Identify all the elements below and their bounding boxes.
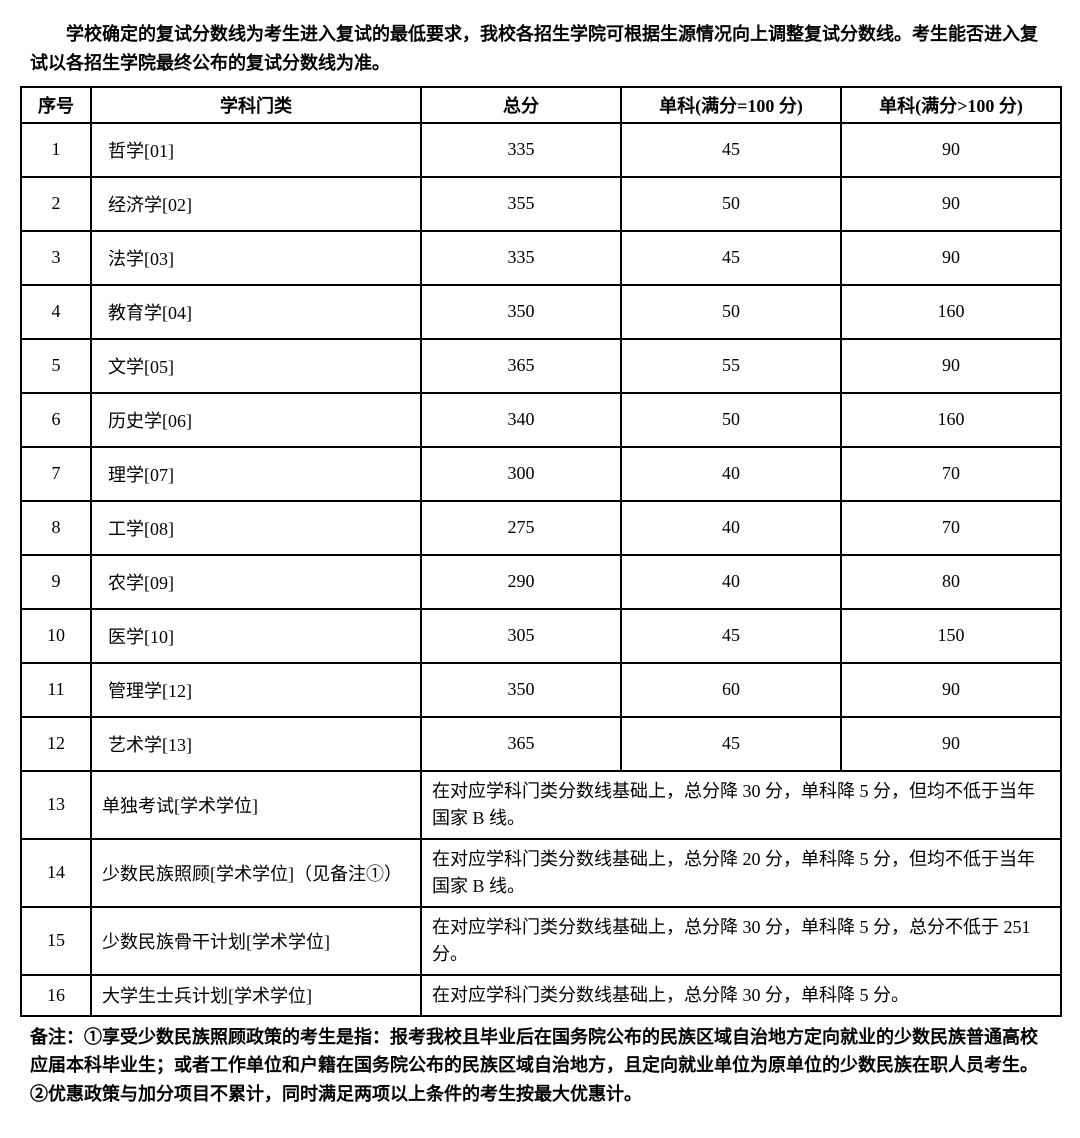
cell-category: 理学[07] xyxy=(91,447,421,501)
cell-seq: 1 xyxy=(21,123,91,177)
cell-total: 350 xyxy=(421,663,621,717)
table-row: 6历史学[06]34050160 xyxy=(21,393,1061,447)
table-row: 7理学[07]3004070 xyxy=(21,447,1061,501)
cell-sub100: 40 xyxy=(621,447,841,501)
cell-sub100: 55 xyxy=(621,339,841,393)
cell-subgt100: 70 xyxy=(841,447,1061,501)
table-header-row: 序号 学科门类 总分 单科(满分=100 分) 单科(满分>100 分) xyxy=(21,87,1061,123)
table-row: 5文学[05]3655590 xyxy=(21,339,1061,393)
col-header-seq: 序号 xyxy=(21,87,91,123)
table-row: 1哲学[01]3354590 xyxy=(21,123,1061,177)
table-row: 9农学[09]2904080 xyxy=(21,555,1061,609)
col-header-sub100: 单科(满分=100 分) xyxy=(621,87,841,123)
cell-category: 医学[10] xyxy=(91,609,421,663)
cell-total: 355 xyxy=(421,177,621,231)
cell-subgt100: 90 xyxy=(841,123,1061,177)
cell-sub100: 45 xyxy=(621,717,841,771)
cell-category: 少数民族骨干计划[学术学位] xyxy=(91,907,421,975)
cell-category: 大学生士兵计划[学术学位] xyxy=(91,975,421,1016)
cell-seq: 16 xyxy=(21,975,91,1016)
cell-seq: 6 xyxy=(21,393,91,447)
cell-seq: 8 xyxy=(21,501,91,555)
cell-seq: 11 xyxy=(21,663,91,717)
cell-category: 少数民族照顾[学术学位]（见备注①） xyxy=(91,839,421,907)
cell-sub100: 45 xyxy=(621,123,841,177)
cell-subgt100: 160 xyxy=(841,285,1061,339)
cell-total: 350 xyxy=(421,285,621,339)
cell-category: 法学[03] xyxy=(91,231,421,285)
cell-seq: 5 xyxy=(21,339,91,393)
cell-total: 290 xyxy=(421,555,621,609)
cell-subgt100: 90 xyxy=(841,339,1061,393)
cell-sub100: 45 xyxy=(621,231,841,285)
cell-note: 在对应学科门类分数线基础上，总分降 30 分，单科降 5 分。 xyxy=(421,975,1061,1016)
table-note-row: 16大学生士兵计划[学术学位]在对应学科门类分数线基础上，总分降 30 分，单科… xyxy=(21,975,1061,1016)
cell-seq: 3 xyxy=(21,231,91,285)
cell-category: 工学[08] xyxy=(91,501,421,555)
cell-seq: 12 xyxy=(21,717,91,771)
cell-total: 340 xyxy=(421,393,621,447)
footnote-paragraph: 备注：①享受少数民族照顾政策的考生是指：报考我校且毕业后在国务院公布的民族区域自… xyxy=(20,1023,1060,1109)
cell-category: 管理学[12] xyxy=(91,663,421,717)
col-header-subgt100: 单科(满分>100 分) xyxy=(841,87,1061,123)
cell-total: 365 xyxy=(421,717,621,771)
col-header-category: 学科门类 xyxy=(91,87,421,123)
col-header-total: 总分 xyxy=(421,87,621,123)
cell-total: 305 xyxy=(421,609,621,663)
cell-seq: 13 xyxy=(21,771,91,839)
table-row: 8工学[08]2754070 xyxy=(21,501,1061,555)
cell-sub100: 50 xyxy=(621,177,841,231)
cell-category: 教育学[04] xyxy=(91,285,421,339)
cell-subgt100: 70 xyxy=(841,501,1061,555)
cell-category: 历史学[06] xyxy=(91,393,421,447)
intro-paragraph: 学校确定的复试分数线为考生进入复试的最低要求，我校各招生学院可根据生源情况向上调… xyxy=(20,20,1060,78)
table-row: 11管理学[12]3506090 xyxy=(21,663,1061,717)
cell-sub100: 60 xyxy=(621,663,841,717)
cell-subgt100: 90 xyxy=(841,231,1061,285)
cell-sub100: 40 xyxy=(621,555,841,609)
table-row: 10医学[10]30545150 xyxy=(21,609,1061,663)
cell-category: 单独考试[学术学位] xyxy=(91,771,421,839)
cell-sub100: 50 xyxy=(621,393,841,447)
table-body: 1哲学[01]33545902经济学[02]35550903法学[03]3354… xyxy=(21,123,1061,1016)
cell-category: 经济学[02] xyxy=(91,177,421,231)
cell-note: 在对应学科门类分数线基础上，总分降 20 分，单科降 5 分，但均不低于当年国家… xyxy=(421,839,1061,907)
table-row: 3法学[03]3354590 xyxy=(21,231,1061,285)
cell-seq: 4 xyxy=(21,285,91,339)
cell-sub100: 40 xyxy=(621,501,841,555)
cell-total: 365 xyxy=(421,339,621,393)
cell-seq: 15 xyxy=(21,907,91,975)
cell-category: 农学[09] xyxy=(91,555,421,609)
cell-note: 在对应学科门类分数线基础上，总分降 30 分，单科降 5 分，但均不低于当年国家… xyxy=(421,771,1061,839)
cell-seq: 10 xyxy=(21,609,91,663)
table-row: 12艺术学[13]3654590 xyxy=(21,717,1061,771)
cell-subgt100: 90 xyxy=(841,177,1061,231)
table-note-row: 14少数民族照顾[学术学位]（见备注①）在对应学科门类分数线基础上，总分降 20… xyxy=(21,839,1061,907)
table-note-row: 15少数民族骨干计划[学术学位]在对应学科门类分数线基础上，总分降 30 分，单… xyxy=(21,907,1061,975)
cell-note: 在对应学科门类分数线基础上，总分降 30 分，单科降 5 分，总分不低于 251… xyxy=(421,907,1061,975)
cell-subgt100: 80 xyxy=(841,555,1061,609)
cell-sub100: 45 xyxy=(621,609,841,663)
cell-seq: 9 xyxy=(21,555,91,609)
cell-seq: 7 xyxy=(21,447,91,501)
cell-subgt100: 90 xyxy=(841,717,1061,771)
cell-total: 335 xyxy=(421,231,621,285)
cell-category: 哲学[01] xyxy=(91,123,421,177)
table-row: 2经济学[02]3555090 xyxy=(21,177,1061,231)
cell-category: 文学[05] xyxy=(91,339,421,393)
cell-total: 275 xyxy=(421,501,621,555)
cell-total: 335 xyxy=(421,123,621,177)
score-table: 序号 学科门类 总分 单科(满分=100 分) 单科(满分>100 分) 1哲学… xyxy=(20,86,1062,1017)
cell-seq: 14 xyxy=(21,839,91,907)
table-row: 4教育学[04]35050160 xyxy=(21,285,1061,339)
cell-seq: 2 xyxy=(21,177,91,231)
table-note-row: 13单独考试[学术学位]在对应学科门类分数线基础上，总分降 30 分，单科降 5… xyxy=(21,771,1061,839)
cell-subgt100: 160 xyxy=(841,393,1061,447)
cell-sub100: 50 xyxy=(621,285,841,339)
cell-subgt100: 90 xyxy=(841,663,1061,717)
cell-subgt100: 150 xyxy=(841,609,1061,663)
cell-total: 300 xyxy=(421,447,621,501)
cell-category: 艺术学[13] xyxy=(91,717,421,771)
